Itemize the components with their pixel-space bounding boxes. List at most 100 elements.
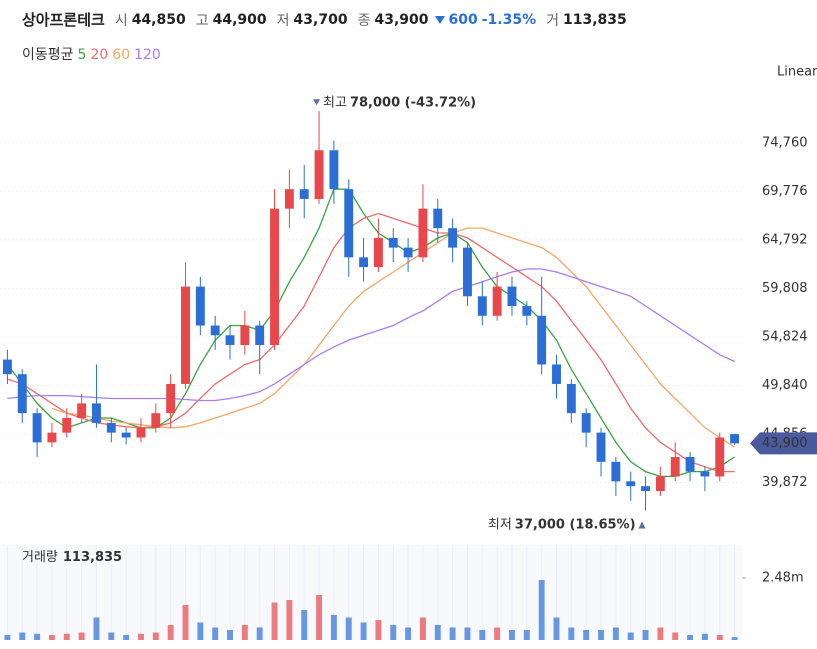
candle-body: [136, 427, 146, 438]
volume-bar: [212, 627, 219, 640]
candle-body: [359, 257, 369, 268]
candle-body: [403, 247, 413, 258]
open-value: 44,850: [131, 11, 186, 28]
volume-bar: [286, 600, 293, 640]
candle-body: [715, 437, 725, 477]
candle-body: [225, 335, 235, 345]
legend: 이동평균 5 20 60 120: [22, 44, 169, 64]
candle-body: [299, 189, 309, 199]
volume-title-value: 113,835: [63, 550, 122, 565]
volume-bar: [330, 615, 337, 640]
candle-body: [477, 296, 487, 316]
volume-bar: [553, 617, 560, 640]
legend-item: 5: [77, 47, 87, 63]
candle-body: [166, 383, 176, 414]
volume-bar: [63, 633, 70, 640]
candle-body: [314, 150, 324, 199]
volume-bar: [449, 627, 456, 640]
volume-bar: [167, 625, 174, 640]
candle-body: [566, 383, 576, 414]
volume-bar: [627, 632, 634, 640]
volume-bar: [4, 635, 11, 640]
candle-body: [240, 325, 250, 345]
y-tick-label: 49,840: [762, 378, 808, 393]
candle-body: [329, 150, 339, 190]
volume-bar: [479, 630, 486, 640]
high-annotation-text: 78,000 (-43.72%): [350, 95, 476, 110]
candle-body: [2, 359, 12, 375]
candle-body: [492, 286, 502, 316]
close-value: 43,900: [374, 11, 429, 28]
candle-body: [388, 237, 398, 248]
legend-item: 60: [112, 47, 131, 63]
candle-body: [270, 208, 279, 345]
ma-line: [7, 212, 735, 473]
high-annotation: 최고 78,000 (-43.72%): [323, 95, 476, 110]
low-annotation-text: 37,000 (18.65%): [515, 517, 636, 532]
volume-bar: [494, 627, 501, 640]
candle-body: [463, 247, 472, 297]
volume-value: 113,835: [563, 11, 627, 28]
volume-bar: [123, 635, 130, 640]
volume-bar: [509, 630, 515, 640]
candle-body: [284, 189, 294, 209]
volume-bar: [360, 622, 367, 640]
candle-body: [62, 418, 72, 433]
change: 600: [448, 11, 478, 28]
legend-item: 20: [90, 47, 109, 63]
candle-body: [418, 208, 428, 258]
volume-bar: [241, 625, 248, 640]
candle-body: [581, 413, 591, 433]
y-tick-label: 64,792: [762, 232, 808, 247]
candle-body: [210, 325, 220, 336]
scale-label: Linear: [777, 65, 817, 80]
high-label: 고: [195, 12, 209, 29]
candle-body: [626, 481, 636, 487]
volume-bar: [701, 633, 708, 640]
high-marker: [313, 99, 321, 106]
candle-body: [433, 208, 443, 229]
volume-bar: [672, 632, 679, 640]
candle-body: [685, 456, 695, 472]
change-pct: -1.35%: [481, 11, 537, 28]
volume-tick-label: 2.48m: [762, 571, 804, 586]
header: 상아프론테크 시 44,850 고 44,900 저 43,700 종 43,900 6…: [22, 9, 633, 30]
candle-body: [47, 432, 57, 443]
candle-body: [106, 422, 116, 433]
volume-bar: [227, 630, 233, 640]
candle-body: [552, 364, 561, 384]
close-label: 종: [357, 12, 371, 29]
low-value: 43,700: [293, 11, 348, 28]
candle-body: [655, 476, 665, 492]
open-label: 시: [114, 12, 128, 29]
low-annotation: 최저 37,000 (18.65%): [488, 517, 636, 532]
low-marker: [638, 521, 646, 529]
volume-bar: [182, 605, 189, 640]
ma-line: [7, 268, 735, 402]
candle-body: [181, 286, 190, 384]
low-label: 저: [276, 12, 290, 29]
last-price-box: [750, 432, 817, 455]
volume-bar: [568, 627, 575, 640]
volume-panel: [0, 545, 742, 640]
candle-body: [17, 374, 27, 414]
volume-bar: [538, 580, 545, 640]
volume-bar: [657, 627, 664, 640]
volume-bar: [78, 632, 85, 640]
candle-body: [448, 228, 458, 248]
y-tick-label: 39,872: [762, 475, 808, 490]
high-annotation-label: 최고: [323, 95, 347, 110]
candle-body: [596, 432, 606, 462]
candle-body: [151, 413, 161, 428]
volume-bar: [419, 617, 426, 640]
down-arrow: [434, 15, 445, 24]
y-tick-label: 69,776: [762, 184, 808, 199]
high-value: 44,900: [212, 11, 267, 28]
candle-body: [195, 286, 205, 326]
volume-bar: [93, 617, 100, 640]
volume-bar: [390, 625, 397, 640]
candle-body: [255, 325, 265, 345]
volume-bar: [19, 632, 26, 640]
